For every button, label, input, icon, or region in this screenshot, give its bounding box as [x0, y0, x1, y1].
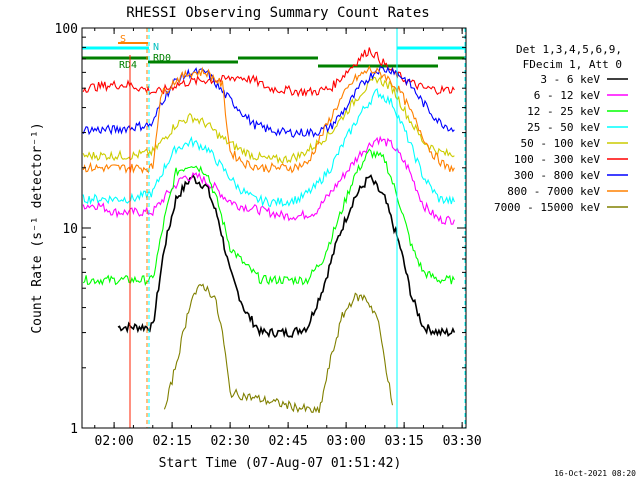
plot-frame — [81, 27, 467, 429]
x-tick-label-2: 02:15 — [153, 434, 192, 449]
status-flags: S N RD0 RD4 — [82, 34, 466, 71]
x-axis-label: Start Time (07-Aug-07 01:51:42) — [159, 456, 402, 471]
legend-label-5: 50 - 100 keV — [521, 137, 601, 150]
legend: Det 1,3,4,5,6,9, FDecim 1, Att 0 3 - 6 keV… — [494, 43, 628, 214]
night-flag-label: N — [153, 42, 159, 53]
legend-label-4: 25 - 50 keV — [527, 121, 600, 134]
legend-label-6: 100 - 300 keV — [514, 153, 600, 166]
x-tick-label-7: 03:30 — [443, 434, 482, 449]
series-line-4 — [82, 88, 455, 208]
legend-header-2: FDecim 1, Att 0 — [523, 58, 622, 71]
series-line-3 — [82, 148, 455, 287]
series-line-9 — [163, 283, 394, 414]
legend-label-7: 300 - 800 keV — [514, 169, 600, 182]
x-tick-label-5: 03:00 — [327, 434, 366, 449]
rd0-flag-label: RD0 — [153, 53, 171, 64]
x-tick-label-4: 02:45 — [269, 434, 308, 449]
series-line-2 — [82, 135, 455, 226]
timestamp: 16-Oct-2021 08:20 — [554, 469, 636, 478]
y-axis-label: Count Rate (s⁻¹ detector⁻¹) — [30, 122, 45, 333]
legend-label-1: 3 - 6 keV — [540, 73, 600, 86]
x-tick-label-1: 02:00 — [95, 434, 134, 449]
legend-label-9: 7000 - 15000 keV — [494, 201, 600, 214]
legend-label-8: 800 - 7000 keV — [507, 185, 600, 198]
legend-label-2: 6 - 12 keV — [534, 89, 601, 102]
series-line-5 — [82, 76, 455, 165]
series-group — [82, 47, 456, 414]
series-line-7 — [82, 65, 455, 138]
chart-title: RHESSI Observing Summary Count Rates — [126, 5, 429, 21]
series-line-8 — [82, 65, 455, 175]
axes: 02:00 02:15 02:30 02:45 03:00 03:15 03:30 1 10 10… — [55, 22, 482, 449]
legend-header-1: Det 1,3,4,5,6,9, — [516, 43, 622, 56]
y-tick-label-1: 1 — [70, 422, 78, 437]
x-tick-label-3: 02:30 — [211, 434, 250, 449]
series-line-6 — [82, 47, 455, 98]
x-tick-label-6: 03:15 — [385, 434, 424, 449]
rd4-flag-label: RD4 — [119, 60, 137, 71]
y-tick-label-3: 100 — [55, 22, 78, 37]
series-line-1 — [117, 174, 456, 339]
saa-flag-label: S — [120, 34, 126, 45]
y-tick-label-2: 10 — [62, 222, 78, 237]
legend-label-3: 12 - 25 keV — [527, 105, 600, 118]
